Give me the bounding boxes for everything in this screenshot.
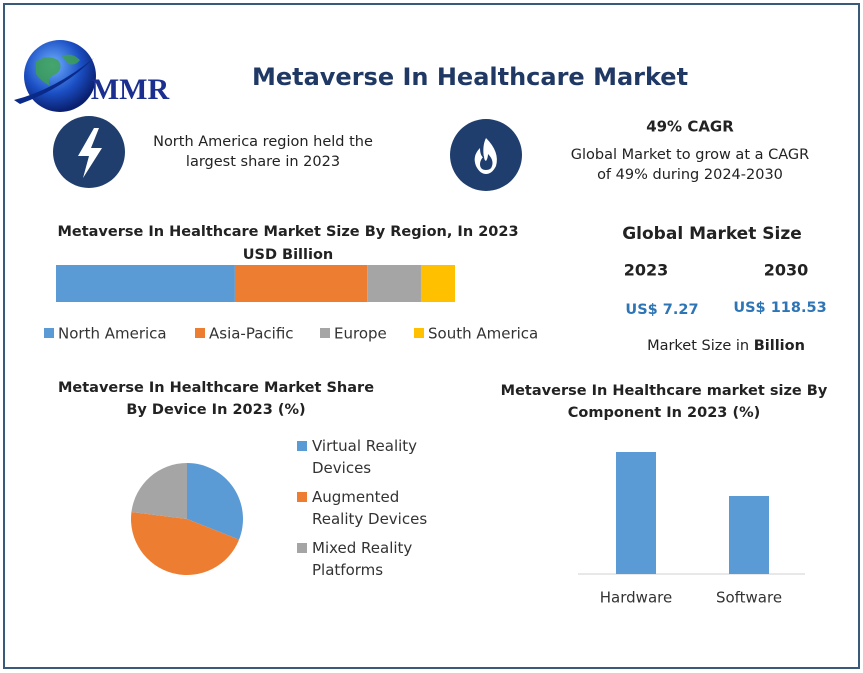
pie-slice	[131, 511, 240, 576]
note-bold: Billion	[754, 338, 805, 354]
logo-swoosh	[14, 58, 94, 104]
legend-swatch	[414, 328, 424, 338]
note-text: Market Size in	[647, 338, 754, 354]
chart-title: USD Billion	[243, 247, 334, 263]
pie-slice	[131, 463, 187, 519]
frame	[3, 3, 860, 669]
market-size-note: Market Size in Billion	[647, 338, 805, 354]
legend-swatch	[297, 492, 307, 502]
bar-segment	[56, 265, 235, 302]
flame-inner	[480, 154, 493, 170]
bar-segment	[367, 265, 421, 302]
chart-title: Metaverse In Healthcare Market Share	[58, 380, 374, 396]
logo-land	[36, 54, 80, 86]
x-tick-label: Software	[716, 589, 782, 607]
logo-text: MMR	[91, 73, 170, 106]
bar	[729, 496, 769, 574]
highlight-text: largest share in 2023	[186, 154, 340, 170]
market-value: US$ 118.53	[733, 300, 826, 316]
legend-swatch	[297, 543, 307, 553]
chart-title: Component In 2023 (%)	[568, 405, 760, 421]
legend-label: North America	[58, 325, 167, 343]
highlight-text: North America region held the	[153, 134, 373, 150]
bar-segment	[234, 265, 368, 302]
pie-slice	[187, 463, 244, 540]
chart-title: Metaverse In Healthcare market size By	[501, 383, 828, 399]
chart-title: By Device In 2023 (%)	[126, 402, 305, 418]
legend-label: Europe	[334, 325, 387, 343]
legend-label: Mixed Reality Platforms	[312, 539, 413, 579]
legend-label: Augmented Reality Devices	[312, 488, 428, 528]
year-label: 2030	[764, 261, 809, 280]
legend-swatch	[297, 441, 307, 451]
market-value: US$ 7.27	[625, 302, 698, 318]
highlight-title: 49% CAGR	[646, 118, 734, 136]
logo-globe	[24, 40, 96, 112]
lightning-icon	[78, 128, 102, 178]
market-size-title: Global Market Size	[622, 224, 802, 244]
chart-title: Metaverse In Healthcare Market Size By R…	[57, 224, 518, 240]
legend-swatch	[195, 328, 205, 338]
legend-label: Virtual Reality Devices	[312, 437, 418, 477]
highlight-text: of 49% during 2024-2030	[597, 167, 783, 183]
legend-swatch	[320, 328, 330, 338]
x-tick-label: Hardware	[600, 589, 672, 607]
year-label: 2023	[624, 261, 669, 280]
bar-segment	[420, 265, 455, 302]
legend-label: Asia-Pacific	[209, 325, 294, 343]
highlight-text: Global Market to grow at a CAGR	[571, 147, 809, 163]
bar	[616, 452, 656, 574]
page-title: Metaverse In Healthcare Market	[252, 63, 688, 91]
legend-swatch	[44, 328, 54, 338]
legend-label: South America	[428, 325, 538, 343]
